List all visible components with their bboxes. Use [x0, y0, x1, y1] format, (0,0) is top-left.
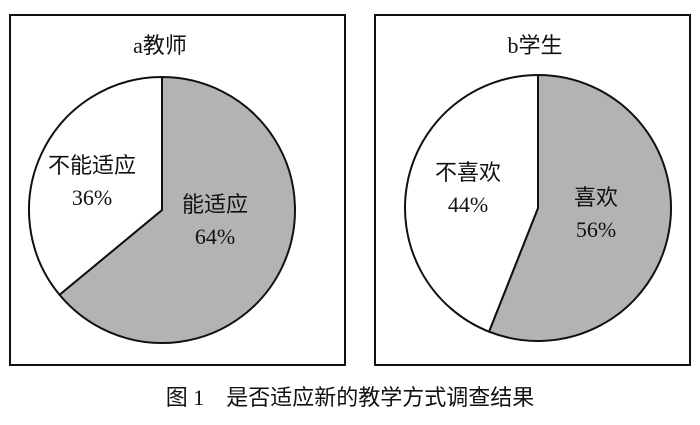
figure-caption: 图 1 是否适应新的教学方式调查结果	[166, 385, 535, 410]
pie-slice	[28, 75, 163, 297]
pie-slice	[487, 73, 672, 342]
slice-label: 不能适应	[48, 153, 136, 178]
pie-slice	[58, 75, 296, 344]
chart-title: a教师	[133, 33, 187, 58]
slice-value-label: 64%	[195, 224, 235, 249]
slice-value-label: 36%	[72, 185, 112, 210]
panel-frame	[9, 14, 346, 366]
panel-frame	[374, 14, 691, 366]
chart-title: b学生	[507, 33, 562, 58]
pie-slice	[404, 73, 539, 333]
slice-label: 喜欢	[574, 185, 618, 210]
slice-label: 不喜欢	[435, 160, 501, 185]
slice-value-label: 56%	[576, 217, 616, 242]
slice-value-label: 44%	[448, 192, 488, 217]
slice-label: 能适应	[182, 192, 248, 217]
